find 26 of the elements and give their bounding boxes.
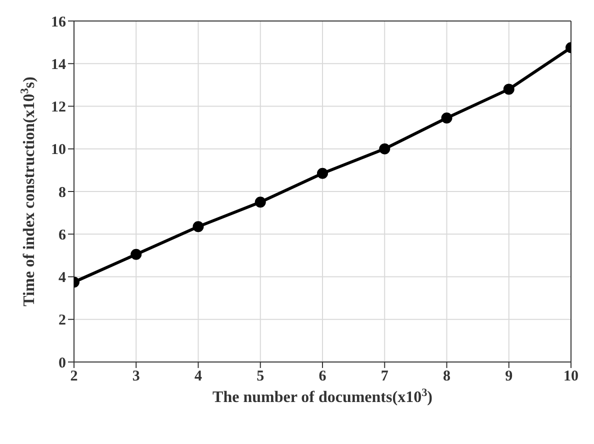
point xyxy=(254,196,266,208)
y-tick-label: 2 xyxy=(58,312,66,329)
y-tick-label: 8 xyxy=(58,184,66,201)
x-axis-title: The number of documents(x10$^{3}$) xyxy=(212,387,432,406)
point xyxy=(441,112,452,124)
x-tick-label: 2 xyxy=(70,368,78,385)
x-tick-label: 4 xyxy=(194,368,202,385)
x-tick-label: 7 xyxy=(380,368,389,385)
x-tick-label: 5 xyxy=(256,368,264,385)
x-tick-label: 9 xyxy=(505,368,513,385)
y-tick-label: 10 xyxy=(51,142,66,158)
x-tick-label: 10 xyxy=(564,368,578,385)
y-tick-label: 14 xyxy=(51,56,66,73)
x-tick-label: 6 xyxy=(318,368,327,385)
x-tick-label: 8 xyxy=(443,368,450,385)
y-tick-label: 0 xyxy=(58,355,66,372)
point xyxy=(130,248,142,260)
point xyxy=(317,168,328,179)
y-tick-label: 12 xyxy=(51,100,66,116)
y-tick-label: 4 xyxy=(58,270,66,286)
x-tick-label: 3 xyxy=(132,368,140,385)
y-tick-label: 6 xyxy=(58,227,66,244)
point xyxy=(503,84,514,95)
y-tick-label: 16 xyxy=(51,14,66,30)
point xyxy=(192,221,204,232)
point xyxy=(379,143,390,154)
